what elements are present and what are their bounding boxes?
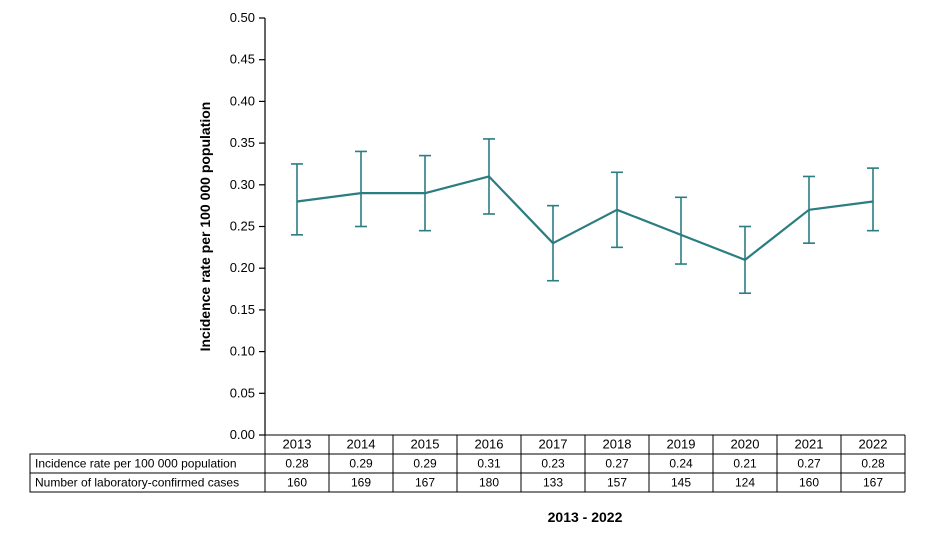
x-category-label: 2013 [283, 437, 312, 452]
table-cell: 0.28 [285, 456, 309, 470]
table-cell: 0.29 [349, 456, 373, 470]
y-tick-label: 0.15 [230, 302, 255, 317]
x-category-label: 2017 [539, 437, 568, 452]
x-category-label: 2018 [603, 437, 632, 452]
table-cell: 160 [287, 475, 307, 489]
table-cell: 145 [671, 475, 691, 489]
y-tick-label: 0.00 [230, 427, 255, 442]
y-tick-label: 0.10 [230, 344, 255, 359]
x-category-label: 2021 [795, 437, 824, 452]
table-cell: 160 [799, 475, 819, 489]
table-cell: 0.24 [669, 456, 693, 470]
y-tick-label: 0.30 [230, 177, 255, 192]
series-line [297, 176, 873, 259]
x-category-label: 2015 [411, 437, 440, 452]
x-category-label: 2014 [347, 437, 376, 452]
table-row-label: Incidence rate per 100 000 population [35, 456, 237, 470]
y-tick-label: 0.50 [230, 10, 255, 25]
table-cell: 180 [479, 475, 499, 489]
table-cell: 0.21 [733, 456, 757, 470]
x-category-label: 2020 [731, 437, 760, 452]
x-axis-title: 2013 - 2022 [548, 509, 623, 525]
x-category-label: 2022 [859, 437, 888, 452]
y-axis-title: Incidence rate per 100 000 population [197, 102, 213, 352]
y-tick-label: 0.05 [230, 385, 255, 400]
table-cell: 124 [735, 475, 755, 489]
table-cell: 0.31 [477, 456, 501, 470]
table-row-label: Number of laboratory-confirmed cases [35, 475, 239, 489]
y-tick-label: 0.40 [230, 93, 255, 108]
y-tick-label: 0.45 [230, 52, 255, 67]
table-cell: 0.27 [605, 456, 629, 470]
table-cell: 167 [863, 475, 883, 489]
x-category-label: 2016 [475, 437, 504, 452]
table-cell: 167 [415, 475, 435, 489]
table-cell: 0.23 [541, 456, 565, 470]
table-cell: 0.29 [413, 456, 437, 470]
table-cell: 0.28 [861, 456, 885, 470]
y-tick-label: 0.35 [230, 135, 255, 150]
y-tick-label: 0.25 [230, 219, 255, 234]
y-tick-label: 0.20 [230, 260, 255, 275]
chart-stage: 0.00 0.05 0.10 0.15 0.20 0.25 0.30 0.35 0.40 0.45… [0, 0, 931, 543]
table-cell: 0.27 [797, 456, 821, 470]
chart-svg: 0.00 0.05 0.10 0.15 0.20 0.25 0.30 0.35 0.40 0.45… [0, 0, 931, 543]
table-cell: 157 [607, 475, 627, 489]
table-cell: 169 [351, 475, 371, 489]
table-cell: 133 [543, 475, 563, 489]
x-category-label: 2019 [667, 437, 696, 452]
